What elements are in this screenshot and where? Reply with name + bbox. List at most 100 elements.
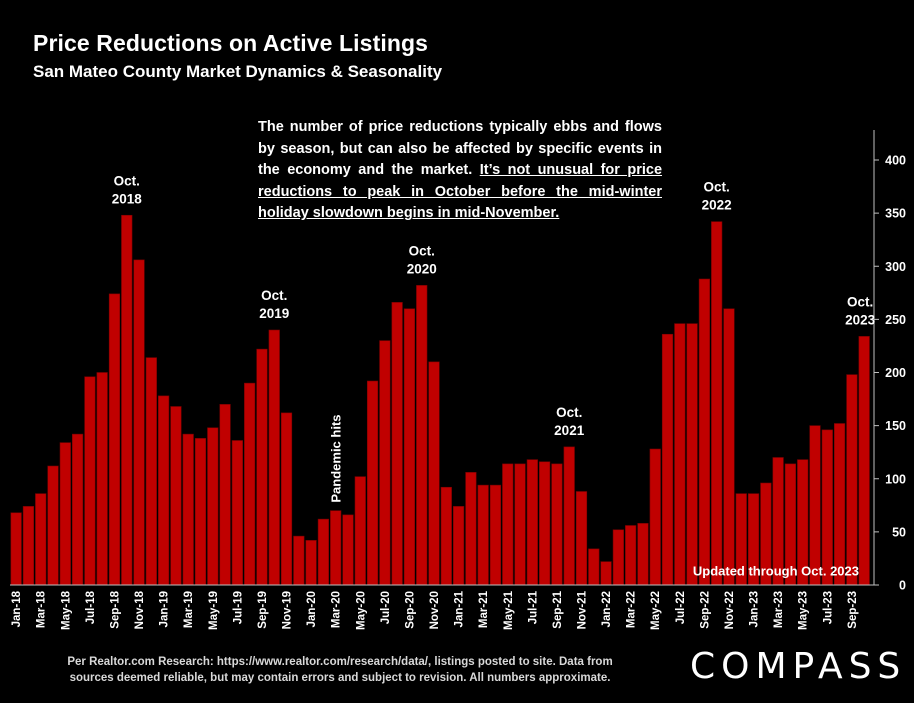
x-tick-label: Sep-19 <box>257 591 269 629</box>
bar <box>502 463 514 586</box>
bar <box>649 448 661 586</box>
x-tick-label: Sep-23 <box>847 591 859 629</box>
x-tick-label: Mar-21 <box>478 590 490 628</box>
x-tick-label: Jan-20 <box>306 591 318 627</box>
note-plain-text: The number of price reductions typically… <box>258 119 662 178</box>
bar <box>661 333 674 586</box>
annotation-label: 2019 <box>259 306 289 321</box>
annotation-label: 2023 <box>845 312 876 327</box>
x-tick-label: Jul-21 <box>527 590 539 624</box>
bar <box>170 406 182 586</box>
x-tick-label: Jan-23 <box>749 591 761 627</box>
annotation-label: Oct. <box>409 243 435 258</box>
bar <box>453 506 465 586</box>
bar <box>563 446 575 586</box>
bar <box>809 425 821 586</box>
bar <box>84 376 96 586</box>
y-tick-label: 200 <box>885 366 906 380</box>
x-tick-label: Nov-21 <box>576 590 588 629</box>
chart-subtitle: San Mateo County Market Dynamics & Seaso… <box>33 62 443 81</box>
bar <box>489 484 502 586</box>
bar <box>366 380 379 586</box>
bar <box>72 433 84 586</box>
compass-logo: COMPASS <box>690 646 907 687</box>
bar <box>305 540 317 586</box>
y-tick-label: 400 <box>885 154 906 168</box>
bar <box>317 518 329 586</box>
x-tick-label: Mar-18 <box>36 590 48 628</box>
x-tick-label: May-20 <box>355 591 367 630</box>
bar <box>477 484 489 586</box>
bar <box>10 512 22 586</box>
x-tick-label: Jul-19 <box>232 591 244 624</box>
bar <box>428 361 440 586</box>
bar <box>612 529 624 586</box>
bar <box>330 510 342 586</box>
bar <box>440 486 452 586</box>
annotation-label: 2021 <box>554 423 585 438</box>
x-tick-label: Mar-19 <box>183 591 195 628</box>
bar <box>342 514 354 586</box>
bar <box>379 340 391 586</box>
bar <box>207 427 219 586</box>
bar <box>625 525 637 586</box>
annotation-label: Oct. <box>114 173 140 188</box>
x-tick-label: Jul-18 <box>85 590 97 624</box>
annotation-label: Oct. <box>704 180 730 195</box>
x-tick-label: Mar-20 <box>331 591 343 628</box>
bar <box>354 476 366 586</box>
bar <box>637 523 649 586</box>
bar <box>158 395 170 586</box>
bar <box>416 285 428 586</box>
bar <box>182 433 194 586</box>
annotation-label: 2020 <box>407 261 437 276</box>
x-tick-label: Mar-23 <box>773 591 785 628</box>
y-tick-label: 150 <box>885 419 906 433</box>
x-tick-label: Jan-18 <box>11 590 23 627</box>
y-tick-label: 50 <box>892 525 906 539</box>
bar <box>59 442 71 586</box>
x-tick-label: Sep-22 <box>699 591 711 629</box>
x-tick-label: Mar-22 <box>626 591 638 628</box>
bar <box>121 214 133 586</box>
bar <box>526 459 538 586</box>
bar <box>539 461 551 586</box>
y-tick-label: 300 <box>885 260 906 274</box>
bar <box>514 463 526 586</box>
annotation-label: Oct. <box>847 294 873 309</box>
bar <box>588 548 600 586</box>
bar <box>280 412 293 586</box>
annotation-label: Oct. <box>556 405 582 420</box>
bar <box>686 323 698 586</box>
bar <box>47 465 59 586</box>
x-tick-label: Jan-22 <box>601 591 613 627</box>
annotation-label: 2018 <box>112 191 143 206</box>
bar <box>711 221 723 586</box>
bar <box>846 374 858 586</box>
x-tick-label: May-21 <box>503 590 515 630</box>
bar <box>391 302 403 586</box>
x-tick-label: Jan-19 <box>159 591 171 627</box>
bar <box>551 463 563 586</box>
annotation-label: 2022 <box>702 198 732 213</box>
annotation-label: Oct. <box>261 288 287 303</box>
bar <box>256 348 268 586</box>
bar <box>219 404 231 586</box>
x-tick-label: Sep-20 <box>404 591 416 629</box>
x-tick-label: May-22 <box>650 591 662 630</box>
x-tick-label: Jul-22 <box>675 591 687 624</box>
x-tick-label: May-23 <box>798 591 810 630</box>
bar <box>600 561 612 586</box>
updated-label: Updated through Oct. 2023 <box>693 564 859 579</box>
x-tick-label: May-18 <box>60 590 72 630</box>
source-line-1: Per Realtor.com Research: https://www.re… <box>67 656 613 668</box>
bar <box>194 438 207 586</box>
source-line-2: sources deemed reliable, but may contain… <box>69 672 611 684</box>
bar <box>575 491 588 586</box>
bar <box>821 429 833 586</box>
bar <box>231 440 243 586</box>
bar <box>403 308 416 586</box>
x-tick-label: Nov-19 <box>282 591 294 629</box>
x-tick-label: Jul-23 <box>822 591 834 624</box>
